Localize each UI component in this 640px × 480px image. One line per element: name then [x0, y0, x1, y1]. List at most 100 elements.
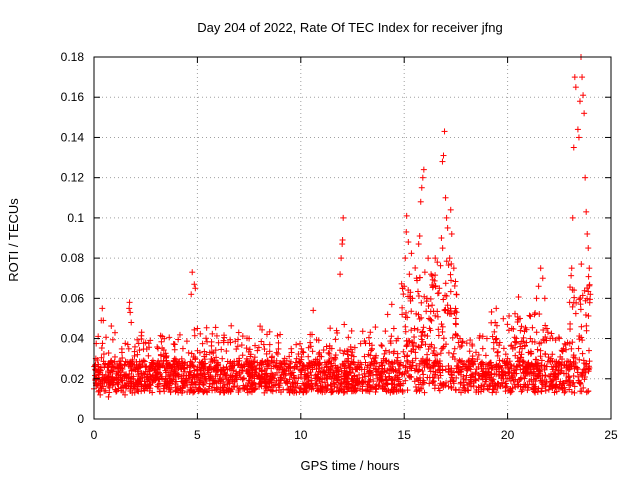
- data-point: [448, 385, 455, 392]
- data-point: [531, 311, 538, 318]
- data-point: [447, 368, 454, 375]
- data-point: [319, 376, 326, 383]
- data-point: [435, 326, 442, 333]
- data-point: [100, 317, 107, 324]
- data-point: [431, 344, 438, 351]
- data-point: [267, 386, 274, 393]
- data-point: [361, 366, 368, 373]
- data-point: [326, 366, 333, 373]
- data-point: [175, 389, 182, 396]
- data-point: [420, 377, 427, 384]
- data-point: [405, 337, 412, 344]
- data-point: [526, 362, 533, 369]
- data-point: [233, 346, 240, 353]
- data-point: [241, 384, 248, 391]
- data-point: [317, 383, 324, 390]
- data-point: [270, 359, 277, 366]
- data-point: [413, 275, 420, 282]
- data-point: [418, 314, 425, 321]
- data-point: [580, 366, 587, 373]
- data-point: [576, 356, 583, 363]
- data-point: [457, 371, 464, 378]
- data-point: [155, 381, 162, 388]
- data-point: [409, 359, 416, 366]
- data-point: [118, 349, 125, 356]
- data-point: [117, 362, 124, 369]
- data-point: [578, 323, 585, 330]
- data-point: [586, 358, 593, 365]
- data-point: [419, 174, 426, 181]
- data-point: [394, 354, 401, 361]
- data-point: [289, 388, 296, 395]
- data-point: [368, 342, 375, 349]
- data-point: [531, 388, 538, 395]
- data-point: [179, 345, 186, 352]
- data-point: [368, 358, 375, 365]
- data-point: [416, 274, 423, 281]
- data-point: [532, 309, 539, 316]
- y-axis-label: ROTI / TECUs: [6, 198, 21, 282]
- data-point: [475, 351, 482, 358]
- data-point: [341, 321, 348, 328]
- data-point: [161, 378, 168, 385]
- data-point: [472, 349, 479, 356]
- data-point: [434, 313, 441, 320]
- data-point: [138, 383, 145, 390]
- data-point: [561, 362, 568, 369]
- data-point: [240, 375, 247, 382]
- data-point: [121, 373, 128, 380]
- data-point: [469, 342, 476, 349]
- data-point: [485, 372, 492, 379]
- data-point: [506, 312, 513, 319]
- data-point: [439, 344, 446, 351]
- data-point: [432, 369, 439, 376]
- data-point: [126, 305, 133, 312]
- data-point: [133, 362, 140, 369]
- data-point: [445, 349, 452, 356]
- data-point: [454, 332, 461, 339]
- data-point: [187, 362, 194, 369]
- data-point: [188, 350, 195, 357]
- plot-frame: [93, 56, 612, 420]
- data-point: [275, 339, 282, 346]
- data-point: [306, 359, 313, 366]
- data-point: [256, 383, 263, 390]
- data-point: [469, 355, 476, 362]
- data-point: [571, 287, 578, 294]
- data-point: [105, 368, 112, 375]
- data-point: [523, 365, 530, 372]
- data-point: [175, 336, 182, 343]
- data-point: [430, 362, 437, 369]
- data-point: [587, 291, 594, 298]
- data-point: [413, 310, 420, 317]
- data-point: [147, 377, 154, 384]
- data-point: [516, 357, 523, 364]
- data-point: [258, 367, 265, 374]
- data-point: [512, 310, 519, 317]
- data-point: [299, 348, 306, 355]
- data-point: [426, 365, 433, 372]
- data-point: [489, 364, 496, 371]
- data-point: [307, 339, 314, 346]
- data-point: [517, 315, 524, 322]
- data-point: [430, 368, 437, 375]
- data-point: [568, 345, 575, 352]
- data-point: [101, 379, 108, 386]
- data-point: [484, 385, 491, 392]
- data-point: [519, 345, 526, 352]
- data-point: [138, 336, 145, 343]
- data-point: [184, 379, 191, 386]
- data-point: [175, 371, 182, 378]
- data-point: [166, 361, 173, 368]
- data-point: [402, 364, 409, 371]
- data-point: [526, 378, 533, 385]
- data-point: [571, 294, 578, 301]
- data-point: [113, 370, 120, 377]
- data-point: [412, 343, 419, 350]
- data-point: [577, 381, 584, 388]
- data-point: [318, 353, 325, 360]
- data-point: [235, 389, 242, 396]
- data-point: [430, 378, 437, 385]
- data-point: [372, 324, 379, 331]
- data-point: [317, 388, 324, 395]
